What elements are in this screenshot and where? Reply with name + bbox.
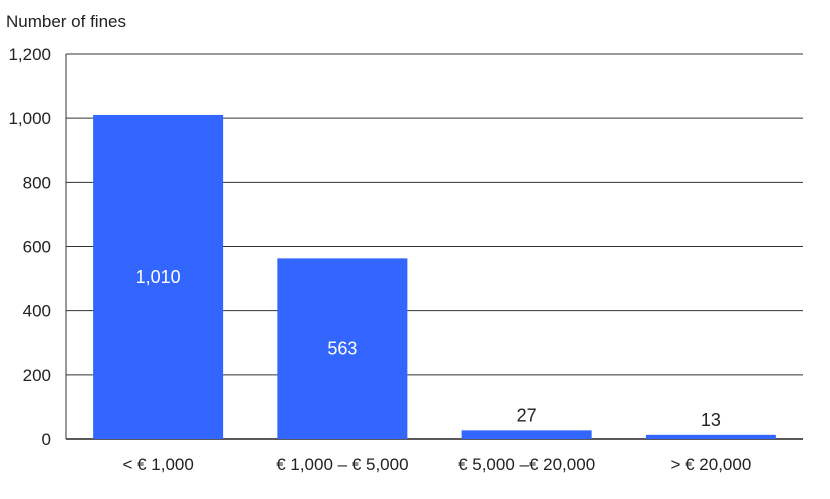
y-tick-labels: 0 200 400 600 800 1,000 1,200	[8, 45, 51, 449]
y-tick-label: 400	[23, 302, 51, 321]
bar	[645, 434, 776, 439]
bar	[93, 114, 224, 439]
data-label: 13	[701, 410, 721, 430]
bar	[277, 258, 408, 439]
bar	[461, 430, 592, 439]
y-tick-label: 800	[23, 173, 51, 192]
x-category-label: > € 20,000	[670, 455, 751, 474]
data-labels: 1,010 563 27 13	[136, 267, 721, 430]
y-tick-label: 0	[42, 430, 51, 449]
x-category-labels: < € 1,000 € 1,000 – € 5,000 € 5,000 –€ 20,…	[122, 455, 751, 474]
x-category-label: € 5,000 –€ 20,000	[458, 455, 595, 474]
y-tick-label: 1,200	[8, 45, 51, 64]
y-tick-label: 200	[23, 366, 51, 385]
y-axis-label: Number of fines	[6, 12, 126, 31]
data-label: 563	[327, 339, 357, 359]
bars	[93, 114, 776, 439]
data-label: 27	[517, 405, 537, 425]
y-tick-label: 1,000	[8, 109, 51, 128]
x-category-label: < € 1,000	[122, 455, 193, 474]
data-label: 1,010	[136, 267, 181, 287]
x-category-label: € 1,000 – € 5,000	[276, 455, 408, 474]
y-tick-label: 600	[23, 238, 51, 257]
